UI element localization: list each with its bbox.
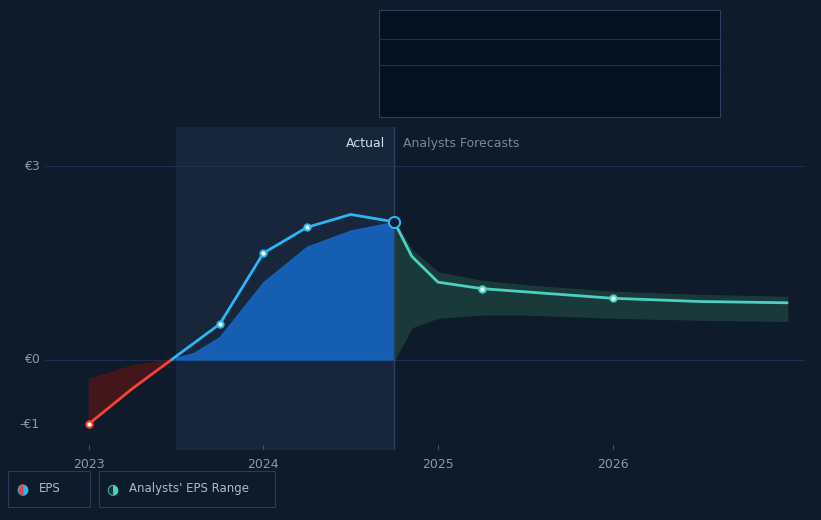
Text: 2025: 2025 (422, 458, 454, 471)
Bar (176, 127, 394, 450)
Text: Sep 30 2024: Sep 30 2024 (392, 17, 484, 30)
Text: No data: No data (527, 68, 576, 81)
Text: ◑: ◑ (16, 482, 28, 496)
Text: 2023: 2023 (73, 458, 104, 471)
Text: Actual: Actual (346, 137, 386, 150)
Text: ◑: ◑ (107, 482, 118, 496)
Text: Analysts' EPS Range: Analysts' EPS Range (129, 483, 249, 495)
Text: ◑: ◑ (107, 482, 118, 496)
Text: €3: €3 (24, 160, 40, 173)
Text: 2026: 2026 (597, 458, 628, 471)
Text: ◑: ◑ (16, 482, 28, 496)
Text: €2.135: €2.135 (527, 42, 571, 55)
Text: EPS: EPS (39, 483, 60, 495)
Text: -€1: -€1 (20, 418, 40, 431)
Text: 2024: 2024 (248, 458, 279, 471)
Text: Analysts Forecasts: Analysts Forecasts (403, 137, 520, 150)
Text: Analysts' EPS Range: Analysts' EPS Range (392, 68, 519, 81)
Text: EPS: EPS (392, 42, 415, 55)
Text: €0: €0 (24, 353, 40, 366)
